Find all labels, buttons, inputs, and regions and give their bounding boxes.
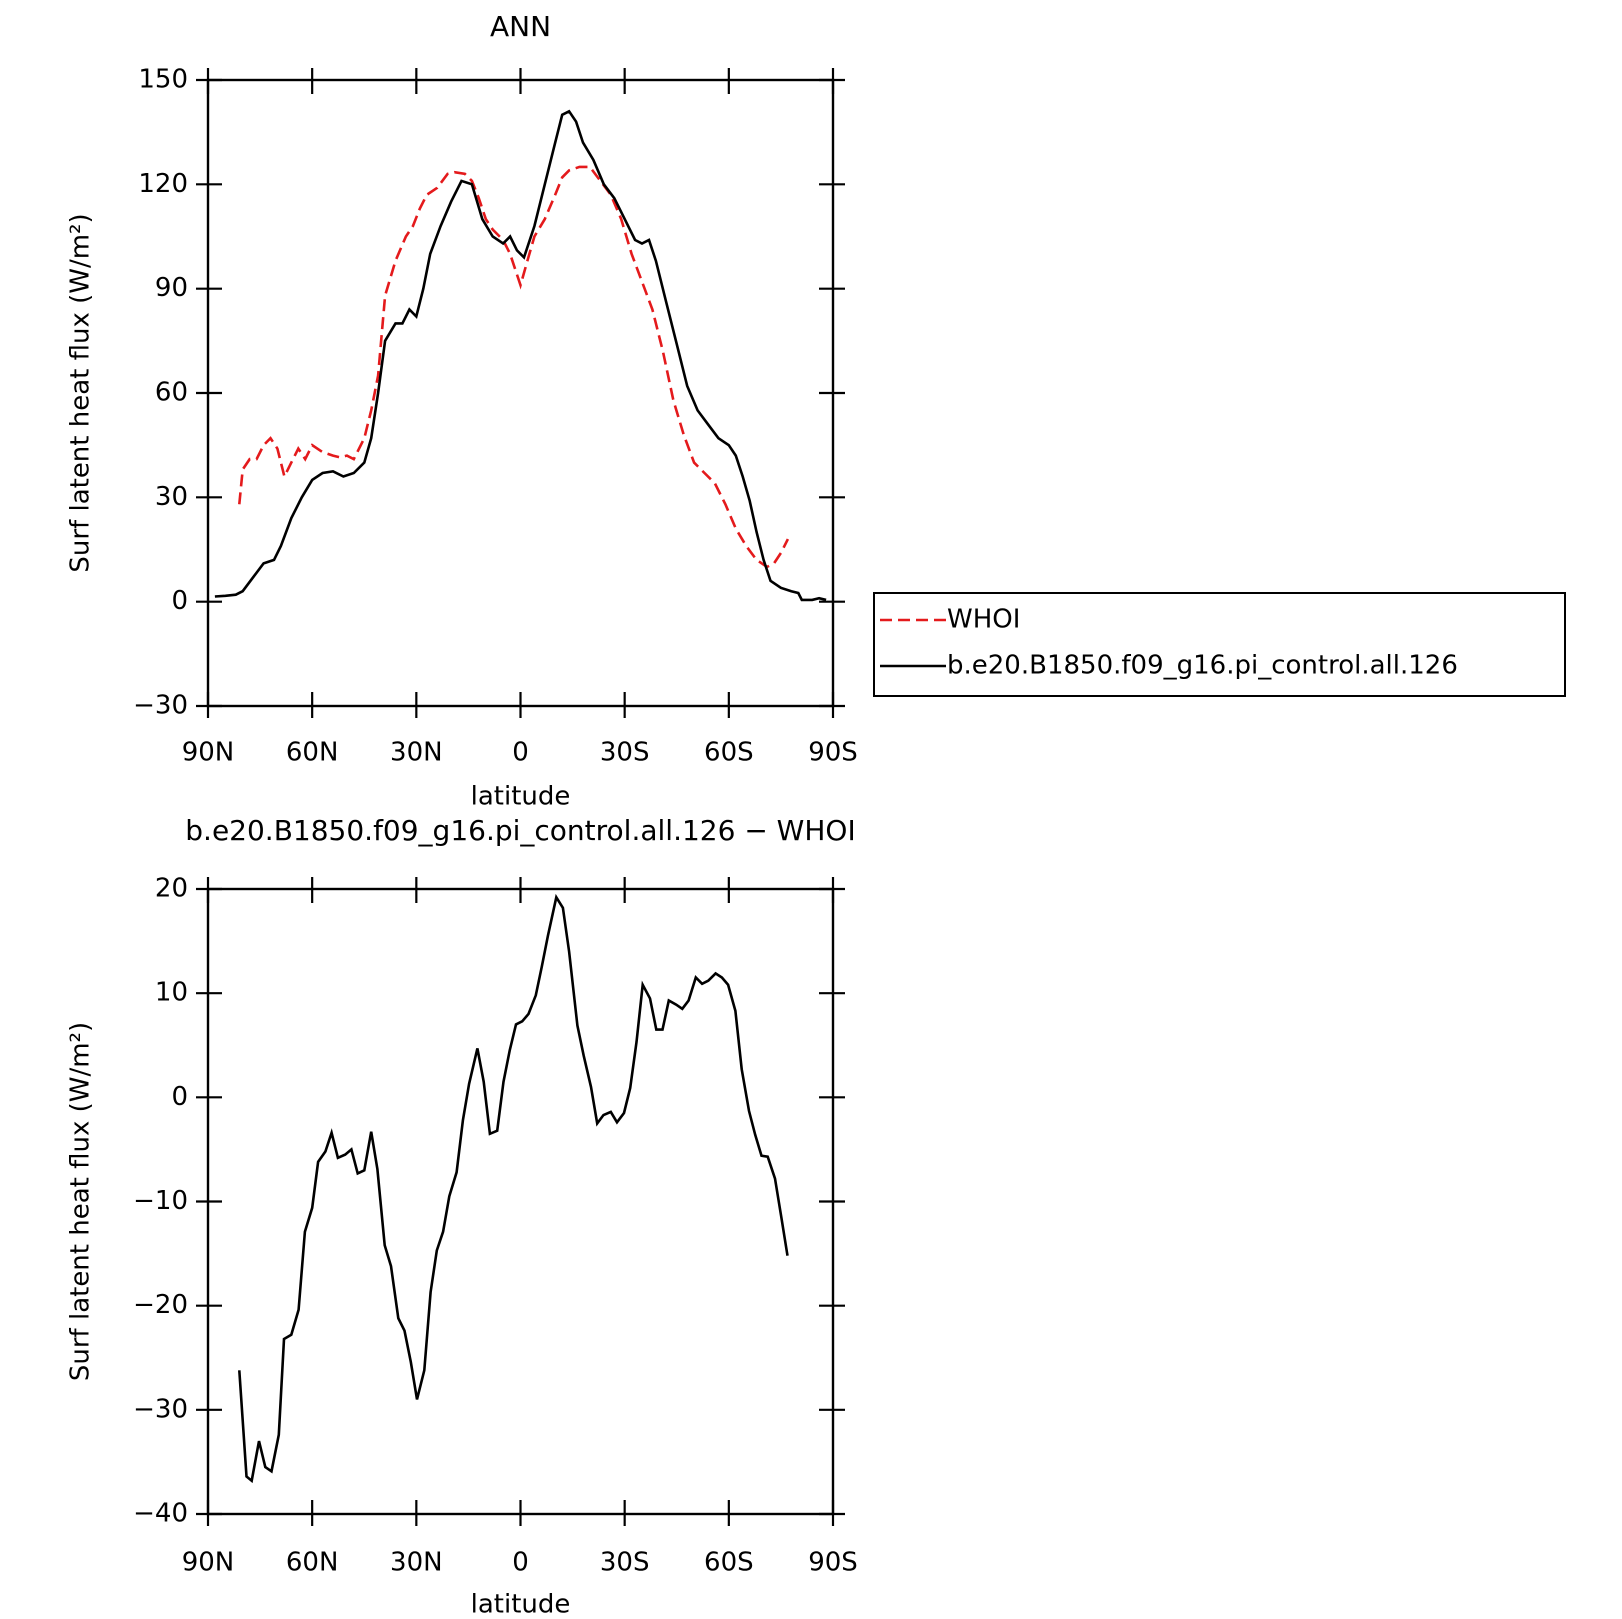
plot-frame (206, 78, 835, 708)
y-tick-label: 20 (155, 874, 188, 904)
x-tick-label: 90N (182, 738, 235, 768)
plot-frame (206, 887, 835, 1516)
x-tick-label: 60S (704, 738, 754, 768)
x-tick-label: 30N (390, 1548, 443, 1578)
y-axis-label: Surf latent heat flux (W/m²) (66, 1022, 96, 1381)
y-tick-label: 0 (171, 1082, 188, 1112)
data-line (238, 165, 790, 569)
data-line (238, 893, 789, 1484)
x-tick-label: 30S (600, 1548, 650, 1578)
data-line (214, 109, 827, 602)
legend-box (873, 592, 1566, 697)
x-tick-label: 0 (512, 1548, 529, 1578)
y-tick-label: 120 (138, 169, 188, 199)
x-tick-label: 90S (808, 1548, 858, 1578)
legend-label: b.e20.B1850.f09_g16.pi_control.all.126 (947, 651, 1458, 681)
x-tick-label: 90S (808, 738, 858, 768)
y-tick-label: −10 (133, 1186, 188, 1216)
y-tick-label: −30 (133, 1394, 188, 1424)
x-tick-label: 60N (286, 1548, 339, 1578)
x-tick-label: 90N (182, 1548, 235, 1578)
y-axis-label: Surf latent heat flux (W/m²) (66, 213, 96, 572)
y-tick-label: 90 (155, 273, 188, 303)
legend-label: WHOI (947, 605, 1020, 635)
x-axis-label: latitude (471, 782, 571, 812)
x-tick-label: 30S (600, 738, 650, 768)
chart-title: b.e20.B1850.f09_g16.pi_control.all.126 −… (185, 814, 855, 847)
y-tick-label: −30 (133, 691, 188, 721)
y-tick-label: 0 (171, 586, 188, 616)
y-tick-label: 60 (155, 378, 188, 408)
chart-title: ANN (490, 10, 551, 43)
y-tick-label: −40 (133, 1499, 188, 1529)
x-tick-label: 60N (286, 738, 339, 768)
y-tick-label: 150 (138, 65, 188, 95)
x-tick-label: 30N (390, 738, 443, 768)
x-tick-label: 60S (704, 1548, 754, 1578)
y-tick-label: 10 (155, 978, 188, 1008)
y-tick-label: −20 (133, 1290, 188, 1320)
y-tick-label: 30 (155, 482, 188, 512)
x-axis-label: latitude (471, 1590, 571, 1619)
x-tick-label: 0 (512, 738, 529, 768)
